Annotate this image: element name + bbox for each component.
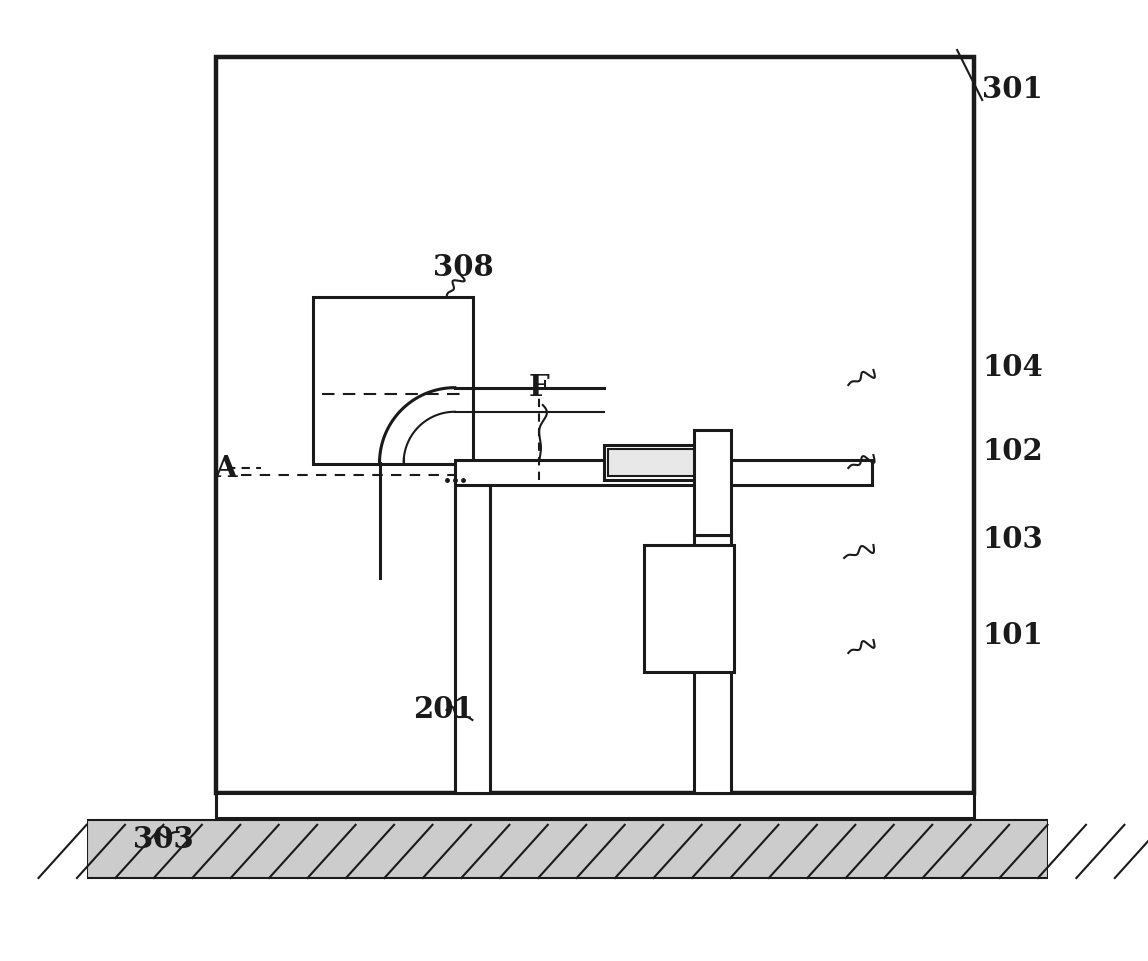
Bar: [644, 545, 735, 672]
Text: 301: 301: [983, 76, 1044, 105]
Bar: [695, 535, 731, 793]
Text: A: A: [214, 454, 236, 482]
Bar: [607, 449, 693, 476]
Bar: [216, 57, 974, 793]
Bar: [455, 460, 871, 485]
Bar: [455, 464, 490, 793]
Text: F: F: [528, 374, 549, 403]
Bar: [86, 820, 1047, 878]
Text: 303: 303: [132, 825, 193, 854]
Text: 201: 201: [413, 696, 474, 725]
Bar: [216, 793, 974, 818]
Text: 102: 102: [983, 437, 1044, 466]
Bar: [312, 297, 473, 464]
Text: 308: 308: [433, 254, 494, 283]
Text: 104: 104: [983, 353, 1044, 382]
Bar: [695, 430, 731, 535]
Bar: [604, 445, 698, 480]
Text: 101: 101: [983, 621, 1044, 650]
Text: 103: 103: [983, 526, 1044, 554]
